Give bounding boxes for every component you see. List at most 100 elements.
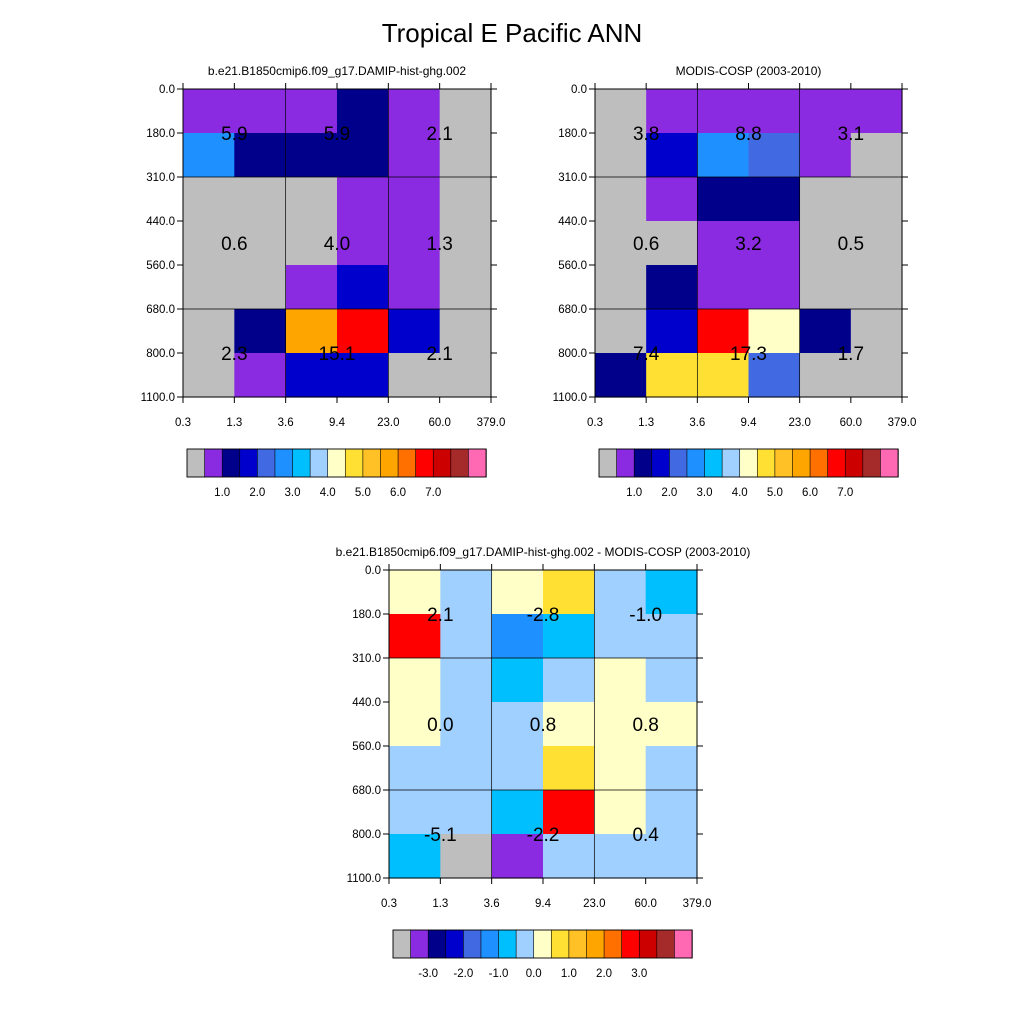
x-tick-label: 3.6 bbox=[689, 417, 705, 429]
colorbar-swatch bbox=[809, 448, 829, 478]
box-value-label: 3.2 bbox=[735, 234, 761, 255]
heatmap-cell bbox=[234, 309, 287, 354]
box-value-label: 2.1 bbox=[426, 124, 452, 145]
heatmap-cell bbox=[646, 133, 698, 178]
x-tick-label: 60.0 bbox=[428, 417, 450, 429]
colorbar-swatch bbox=[380, 448, 399, 478]
box-value-label: 8.8 bbox=[735, 124, 761, 145]
colorbar-label: 4.0 bbox=[732, 487, 748, 499]
heatmap-cell bbox=[183, 133, 235, 178]
colorbar-swatch bbox=[586, 929, 605, 959]
heatmap-cell bbox=[389, 702, 441, 747]
y-tick-label: 1100.0 bbox=[553, 392, 587, 404]
colorbar-label: 3.0 bbox=[631, 968, 647, 980]
panel-model: b.e21.B1850cmip6.f09_g17.DAMIP-hist-ghg.… bbox=[141, 64, 506, 499]
colorbar-swatch bbox=[445, 929, 465, 959]
heatmap-cell bbox=[337, 89, 389, 134]
colorbar-swatch bbox=[550, 929, 570, 959]
colorbar-swatch bbox=[397, 448, 417, 478]
x-tick-label: 0.3 bbox=[587, 417, 603, 429]
heatmap-cell bbox=[850, 353, 903, 398]
colorbar-swatch bbox=[598, 448, 618, 478]
y-tick-label: 680.0 bbox=[146, 304, 175, 316]
heatmap-cell bbox=[697, 353, 750, 398]
colorbar-label: 3.0 bbox=[697, 487, 713, 499]
heatmap-cell bbox=[388, 133, 441, 178]
y-tick-label: 180.0 bbox=[352, 609, 381, 621]
x-tick-label: 3.6 bbox=[484, 898, 500, 910]
heatmap-cell bbox=[543, 702, 595, 747]
heatmap-cell bbox=[285, 133, 338, 178]
y-tick-label: 0.0 bbox=[571, 84, 587, 96]
colorbar-swatch bbox=[686, 448, 706, 478]
x-tick-label: 23.0 bbox=[583, 898, 605, 910]
x-tick-label: 23.0 bbox=[788, 417, 810, 429]
heatmap-cell bbox=[389, 834, 441, 879]
heatmap-cell bbox=[799, 133, 852, 178]
heatmap-cell bbox=[543, 746, 595, 791]
heatmap-cell bbox=[645, 834, 698, 879]
heatmap-cell bbox=[645, 702, 698, 747]
heatmap-cell bbox=[594, 790, 647, 835]
colorbar-frame bbox=[392, 929, 693, 959]
colorbar-swatch bbox=[774, 448, 794, 478]
box-value-label: 3.8 bbox=[633, 124, 659, 145]
colorbar-label: 6.0 bbox=[390, 487, 406, 499]
heatmap-cell bbox=[389, 790, 441, 835]
box-value-label: 0.5 bbox=[838, 234, 864, 255]
box-value-label: 0.4 bbox=[632, 825, 659, 846]
x-tick-label: 9.4 bbox=[329, 417, 346, 429]
heatmap-cell bbox=[439, 265, 492, 310]
heatmap-cell bbox=[646, 177, 698, 222]
colorbar-swatch bbox=[415, 448, 434, 478]
heatmap-cell bbox=[389, 614, 441, 659]
x-tick-label: 60.0 bbox=[634, 898, 656, 910]
heatmap-cell bbox=[543, 614, 595, 659]
heatmap-cell bbox=[850, 309, 903, 354]
colorbar-swatch bbox=[880, 448, 899, 478]
colorbar-label: 0.0 bbox=[526, 968, 542, 980]
colorbar-swatch bbox=[432, 448, 452, 478]
colorbar-label: -2.0 bbox=[453, 968, 473, 980]
panel-title: MODIS-COSP (2003-2010) bbox=[676, 64, 822, 78]
heatmap-cell bbox=[285, 353, 338, 398]
heatmap-cell bbox=[646, 265, 698, 310]
heatmap-cell bbox=[337, 265, 389, 310]
heatmap-cell bbox=[595, 265, 647, 310]
heatmap-cell bbox=[388, 177, 441, 222]
colorbar-swatch bbox=[362, 448, 382, 478]
colorbar-swatch bbox=[274, 448, 294, 478]
heatmap-cell bbox=[440, 746, 493, 791]
heatmap-cell bbox=[491, 790, 544, 835]
box-value-label: 0.6 bbox=[633, 234, 659, 255]
colorbar-swatch bbox=[792, 448, 811, 478]
colorbar-swatch bbox=[221, 448, 241, 478]
heatmap-cell bbox=[440, 702, 493, 747]
heatmap-cell bbox=[439, 309, 492, 354]
colorbar-label: 5.0 bbox=[355, 487, 371, 499]
heatmap-cell bbox=[594, 702, 647, 747]
heatmap-cell bbox=[646, 89, 698, 134]
heatmap-cell bbox=[850, 221, 903, 266]
y-tick-label: 180.0 bbox=[558, 128, 587, 140]
colorbar-label: 2.0 bbox=[596, 968, 612, 980]
y-tick-label: 310.0 bbox=[146, 172, 175, 184]
colorbar-swatch bbox=[186, 448, 206, 478]
y-tick-label: 310.0 bbox=[558, 172, 587, 184]
colorbar-swatch bbox=[568, 929, 588, 959]
colorbar-label: 7.0 bbox=[837, 487, 853, 499]
box-value-label: 3.1 bbox=[838, 124, 864, 145]
colorbar-swatch bbox=[656, 929, 676, 959]
heatmap-cell bbox=[183, 221, 235, 266]
colorbar-label: 6.0 bbox=[802, 487, 818, 499]
heatmap-cell bbox=[850, 89, 903, 134]
x-tick-label: 1.3 bbox=[638, 417, 654, 429]
heatmap-cell bbox=[595, 177, 647, 222]
heatmap-cell bbox=[748, 265, 801, 310]
y-tick-label: 310.0 bbox=[352, 653, 381, 665]
y-tick-label: 800.0 bbox=[352, 829, 381, 841]
heatmap-cell bbox=[183, 89, 235, 134]
heatmap-cell bbox=[645, 746, 698, 791]
colorbar-swatch bbox=[427, 929, 447, 959]
